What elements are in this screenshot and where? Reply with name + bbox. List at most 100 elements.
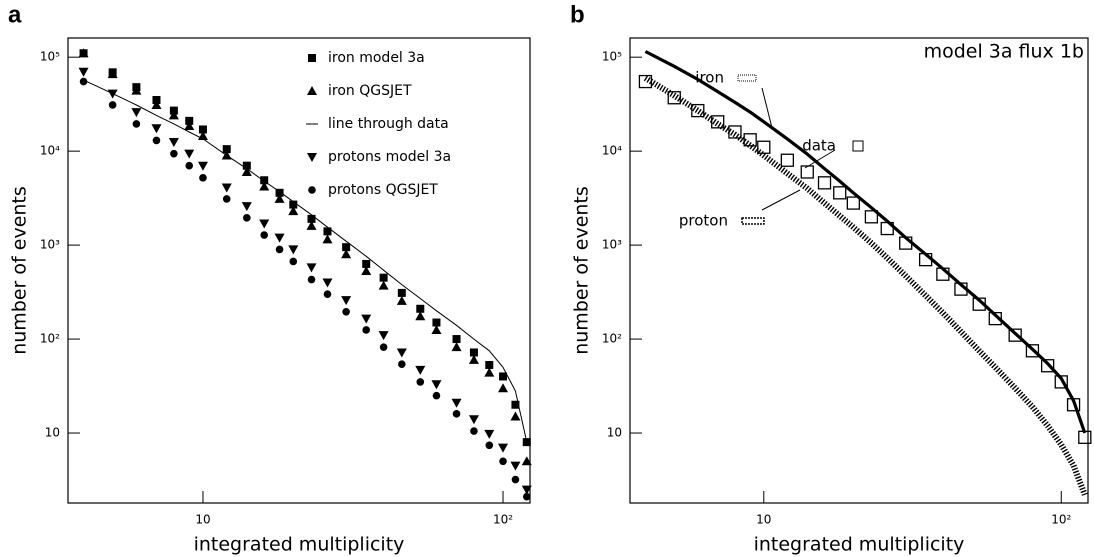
marker [485, 360, 494, 369]
marker [431, 380, 442, 390]
legend-swatch [852, 140, 864, 152]
x-tick-label: 10 [195, 513, 210, 527]
marker [415, 311, 426, 321]
marker [221, 183, 232, 193]
marker [307, 86, 317, 95]
marker [780, 153, 794, 167]
marker [322, 278, 333, 288]
marker [522, 492, 531, 501]
marker [511, 400, 520, 409]
marker [846, 196, 860, 210]
x-tick-label: 10² [493, 513, 513, 527]
y-tick-label: 10⁴ [40, 144, 60, 158]
marker [452, 335, 461, 344]
marker [485, 441, 494, 450]
series-line [643, 75, 1088, 496]
marker [243, 214, 251, 222]
marker [499, 457, 507, 466]
marker [468, 354, 479, 364]
legend-label: iron [695, 69, 724, 87]
marker [222, 145, 231, 154]
marker [397, 288, 406, 297]
marker [107, 69, 118, 79]
y-tick-label: 10² [602, 332, 622, 346]
marker [362, 326, 371, 334]
marker [184, 149, 195, 159]
marker [757, 140, 771, 154]
marker [880, 221, 894, 236]
marker [185, 161, 194, 170]
marker [522, 438, 531, 447]
marker [307, 214, 316, 223]
marker [1025, 344, 1040, 358]
marker [918, 253, 933, 267]
marker [691, 103, 705, 118]
marker [184, 121, 195, 131]
arrow [761, 87, 773, 129]
marker [484, 367, 495, 377]
marker [242, 161, 251, 170]
panel-label: a [8, 1, 22, 28]
marker [151, 99, 162, 109]
marker [521, 485, 532, 495]
marker [743, 133, 757, 147]
arrow [804, 149, 836, 169]
marker [260, 176, 269, 185]
marker [864, 210, 879, 224]
y-axis-label: number of events [571, 186, 593, 355]
y-axis-label: number of events [9, 186, 31, 355]
marker [728, 125, 742, 139]
marker [168, 138, 179, 148]
x-tick-label: 10² [1051, 513, 1071, 527]
marker [362, 259, 371, 268]
marker [289, 200, 298, 209]
legend-label: protons model 3a [328, 149, 451, 165]
marker [131, 85, 142, 95]
plot-frame [629, 37, 1089, 504]
marker [259, 219, 270, 229]
marker [342, 243, 351, 252]
marker [170, 149, 178, 158]
series-line [83, 79, 528, 443]
marker [396, 295, 407, 305]
marker [451, 398, 462, 408]
x-axis-label: integrated multiplicity [194, 534, 405, 556]
marker [498, 443, 509, 453]
y-tick-label: 10 [45, 426, 60, 440]
marker [241, 202, 252, 212]
marker [469, 348, 478, 357]
legend-label: data [802, 137, 836, 155]
y-tick-label: 10⁴ [602, 144, 622, 158]
marker [510, 461, 521, 471]
marker [259, 181, 270, 191]
marker [1008, 328, 1022, 342]
marker [307, 275, 316, 284]
marker [451, 342, 462, 352]
marker [510, 411, 521, 421]
marker [323, 290, 332, 299]
marker [432, 391, 441, 400]
marker [416, 304, 425, 313]
marker [275, 245, 284, 254]
marker [308, 186, 316, 194]
marker [322, 234, 333, 244]
panel-label: b [570, 1, 585, 28]
marker [197, 161, 208, 171]
marker [416, 378, 425, 386]
marker [274, 193, 285, 203]
y-tick-label: 10³ [602, 238, 622, 252]
marker [521, 456, 532, 466]
marker [275, 188, 284, 197]
annotation: model 3a flux 1b [924, 41, 1084, 63]
marker [396, 348, 407, 358]
marker [378, 331, 389, 341]
marker [936, 267, 950, 281]
marker [499, 372, 508, 381]
marker [431, 324, 442, 334]
marker [168, 110, 179, 120]
marker [470, 427, 478, 435]
marker [379, 343, 388, 351]
marker [432, 318, 441, 327]
marker [899, 236, 913, 250]
marker [131, 108, 142, 118]
